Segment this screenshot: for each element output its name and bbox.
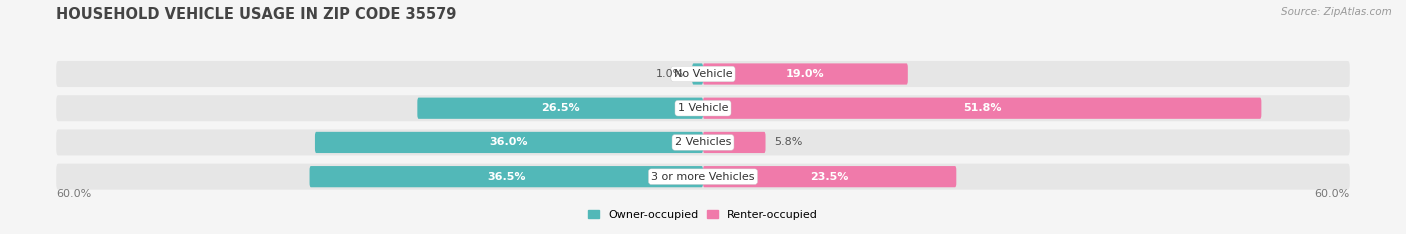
Text: Source: ZipAtlas.com: Source: ZipAtlas.com <box>1281 7 1392 17</box>
FancyBboxPatch shape <box>703 98 1261 119</box>
Text: 51.8%: 51.8% <box>963 103 1001 113</box>
FancyBboxPatch shape <box>315 132 703 153</box>
Text: 60.0%: 60.0% <box>56 190 91 199</box>
FancyBboxPatch shape <box>418 98 703 119</box>
Text: 60.0%: 60.0% <box>1315 190 1350 199</box>
Text: 1.0%: 1.0% <box>655 69 683 79</box>
FancyBboxPatch shape <box>703 63 908 85</box>
FancyBboxPatch shape <box>56 61 1350 87</box>
Text: HOUSEHOLD VEHICLE USAGE IN ZIP CODE 35579: HOUSEHOLD VEHICLE USAGE IN ZIP CODE 3557… <box>56 7 457 22</box>
Text: 2 Vehicles: 2 Vehicles <box>675 137 731 147</box>
FancyBboxPatch shape <box>703 166 956 187</box>
FancyBboxPatch shape <box>309 166 703 187</box>
Text: 36.0%: 36.0% <box>489 137 529 147</box>
FancyBboxPatch shape <box>56 164 1350 190</box>
Text: 26.5%: 26.5% <box>541 103 579 113</box>
Text: 1 Vehicle: 1 Vehicle <box>678 103 728 113</box>
Text: 23.5%: 23.5% <box>810 172 849 182</box>
Text: No Vehicle: No Vehicle <box>673 69 733 79</box>
Text: 3 or more Vehicles: 3 or more Vehicles <box>651 172 755 182</box>
FancyBboxPatch shape <box>692 63 703 85</box>
FancyBboxPatch shape <box>703 132 765 153</box>
Legend: Owner-occupied, Renter-occupied: Owner-occupied, Renter-occupied <box>586 207 820 222</box>
Text: 19.0%: 19.0% <box>786 69 825 79</box>
FancyBboxPatch shape <box>56 129 1350 155</box>
Text: 36.5%: 36.5% <box>486 172 526 182</box>
Text: 5.8%: 5.8% <box>775 137 803 147</box>
FancyBboxPatch shape <box>56 95 1350 121</box>
